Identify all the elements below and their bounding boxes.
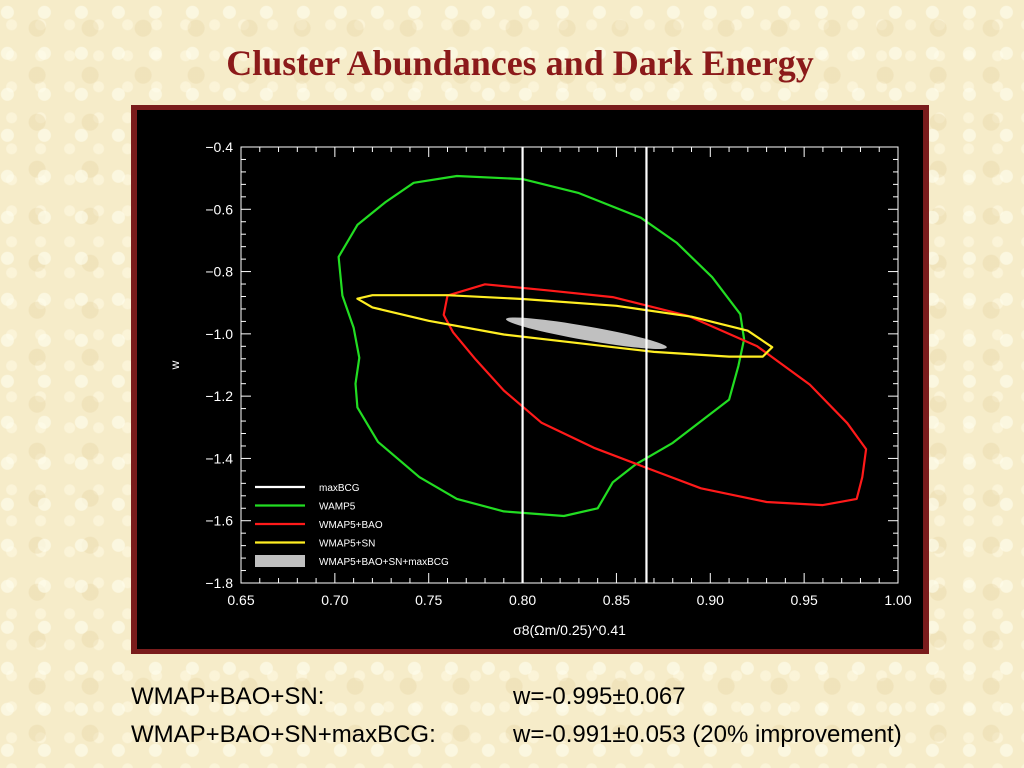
result-label: WMAP+BAO+SN:: [131, 683, 325, 710]
y-axis-label: w: [168, 360, 182, 370]
chart-frame: 0.65 0.70 0.75 0.80 0.85 0.90 0.95 1.00 −0.4 −0.6…: [131, 105, 929, 654]
chart-background: [137, 110, 923, 649]
legend-label: WMAP5+BAO: [319, 520, 383, 531]
slide-title: Cluster Abundances and Dark Energy: [226, 43, 814, 83]
legend-label: WAMP5: [319, 502, 356, 513]
legend-label: WMAP5+BAO+SN+maxBCG: [319, 557, 449, 568]
chart-legend: maxBCG WAMP5 WMAP5+BAO WMAP5+SN WMAP5+BAO+SN…: [255, 483, 449, 568]
x-tick-label: 0.95: [791, 592, 818, 608]
y-tick-label: −1.6: [205, 513, 233, 529]
result-value: w=-0.995±0.067: [513, 683, 686, 710]
x-axis-label: σ8(Ωm/0.25)^0.41: [513, 622, 626, 638]
x-tick-label: 0.90: [697, 592, 724, 608]
series-wmap5-bao: [442, 283, 868, 507]
x-tick-label: 0.70: [321, 592, 348, 608]
x-tick-label: 0.85: [603, 592, 630, 608]
result-value: w=-0.991±0.053 (20% improvement): [513, 721, 902, 748]
x-tick-label: 0.80: [509, 592, 536, 608]
series-wamp5: [337, 174, 746, 518]
y-tick-label: −1.8: [205, 575, 233, 591]
series-wmap5-bao-sn-maxbcg: [505, 317, 667, 350]
y-tick-label: −0.8: [205, 264, 233, 280]
contour-chart: 0.65 0.70 0.75 0.80 0.85 0.90 0.95 1.00 −0.4 −0.6…: [137, 110, 923, 649]
series-wmap5-sn: [356, 294, 774, 358]
y-tick-label: −0.4: [205, 139, 233, 155]
y-tick-label: −1.4: [205, 450, 233, 466]
y-tick-label: −0.6: [205, 201, 233, 217]
x-tick-label: 0.65: [227, 592, 254, 608]
result-label: WMAP+BAO+SN+maxBCG:: [131, 721, 436, 748]
plot-frame: [240, 146, 899, 584]
legend-label: maxBCG: [319, 483, 360, 494]
legend-label: WMAP5+SN: [319, 539, 375, 550]
x-tick-label: 1.00: [884, 592, 911, 608]
legend-swatch: [255, 555, 305, 567]
x-tick-label: 0.75: [415, 592, 442, 608]
y-tick-label: −1.2: [205, 388, 233, 404]
y-tick-label: −1.0: [205, 326, 233, 342]
